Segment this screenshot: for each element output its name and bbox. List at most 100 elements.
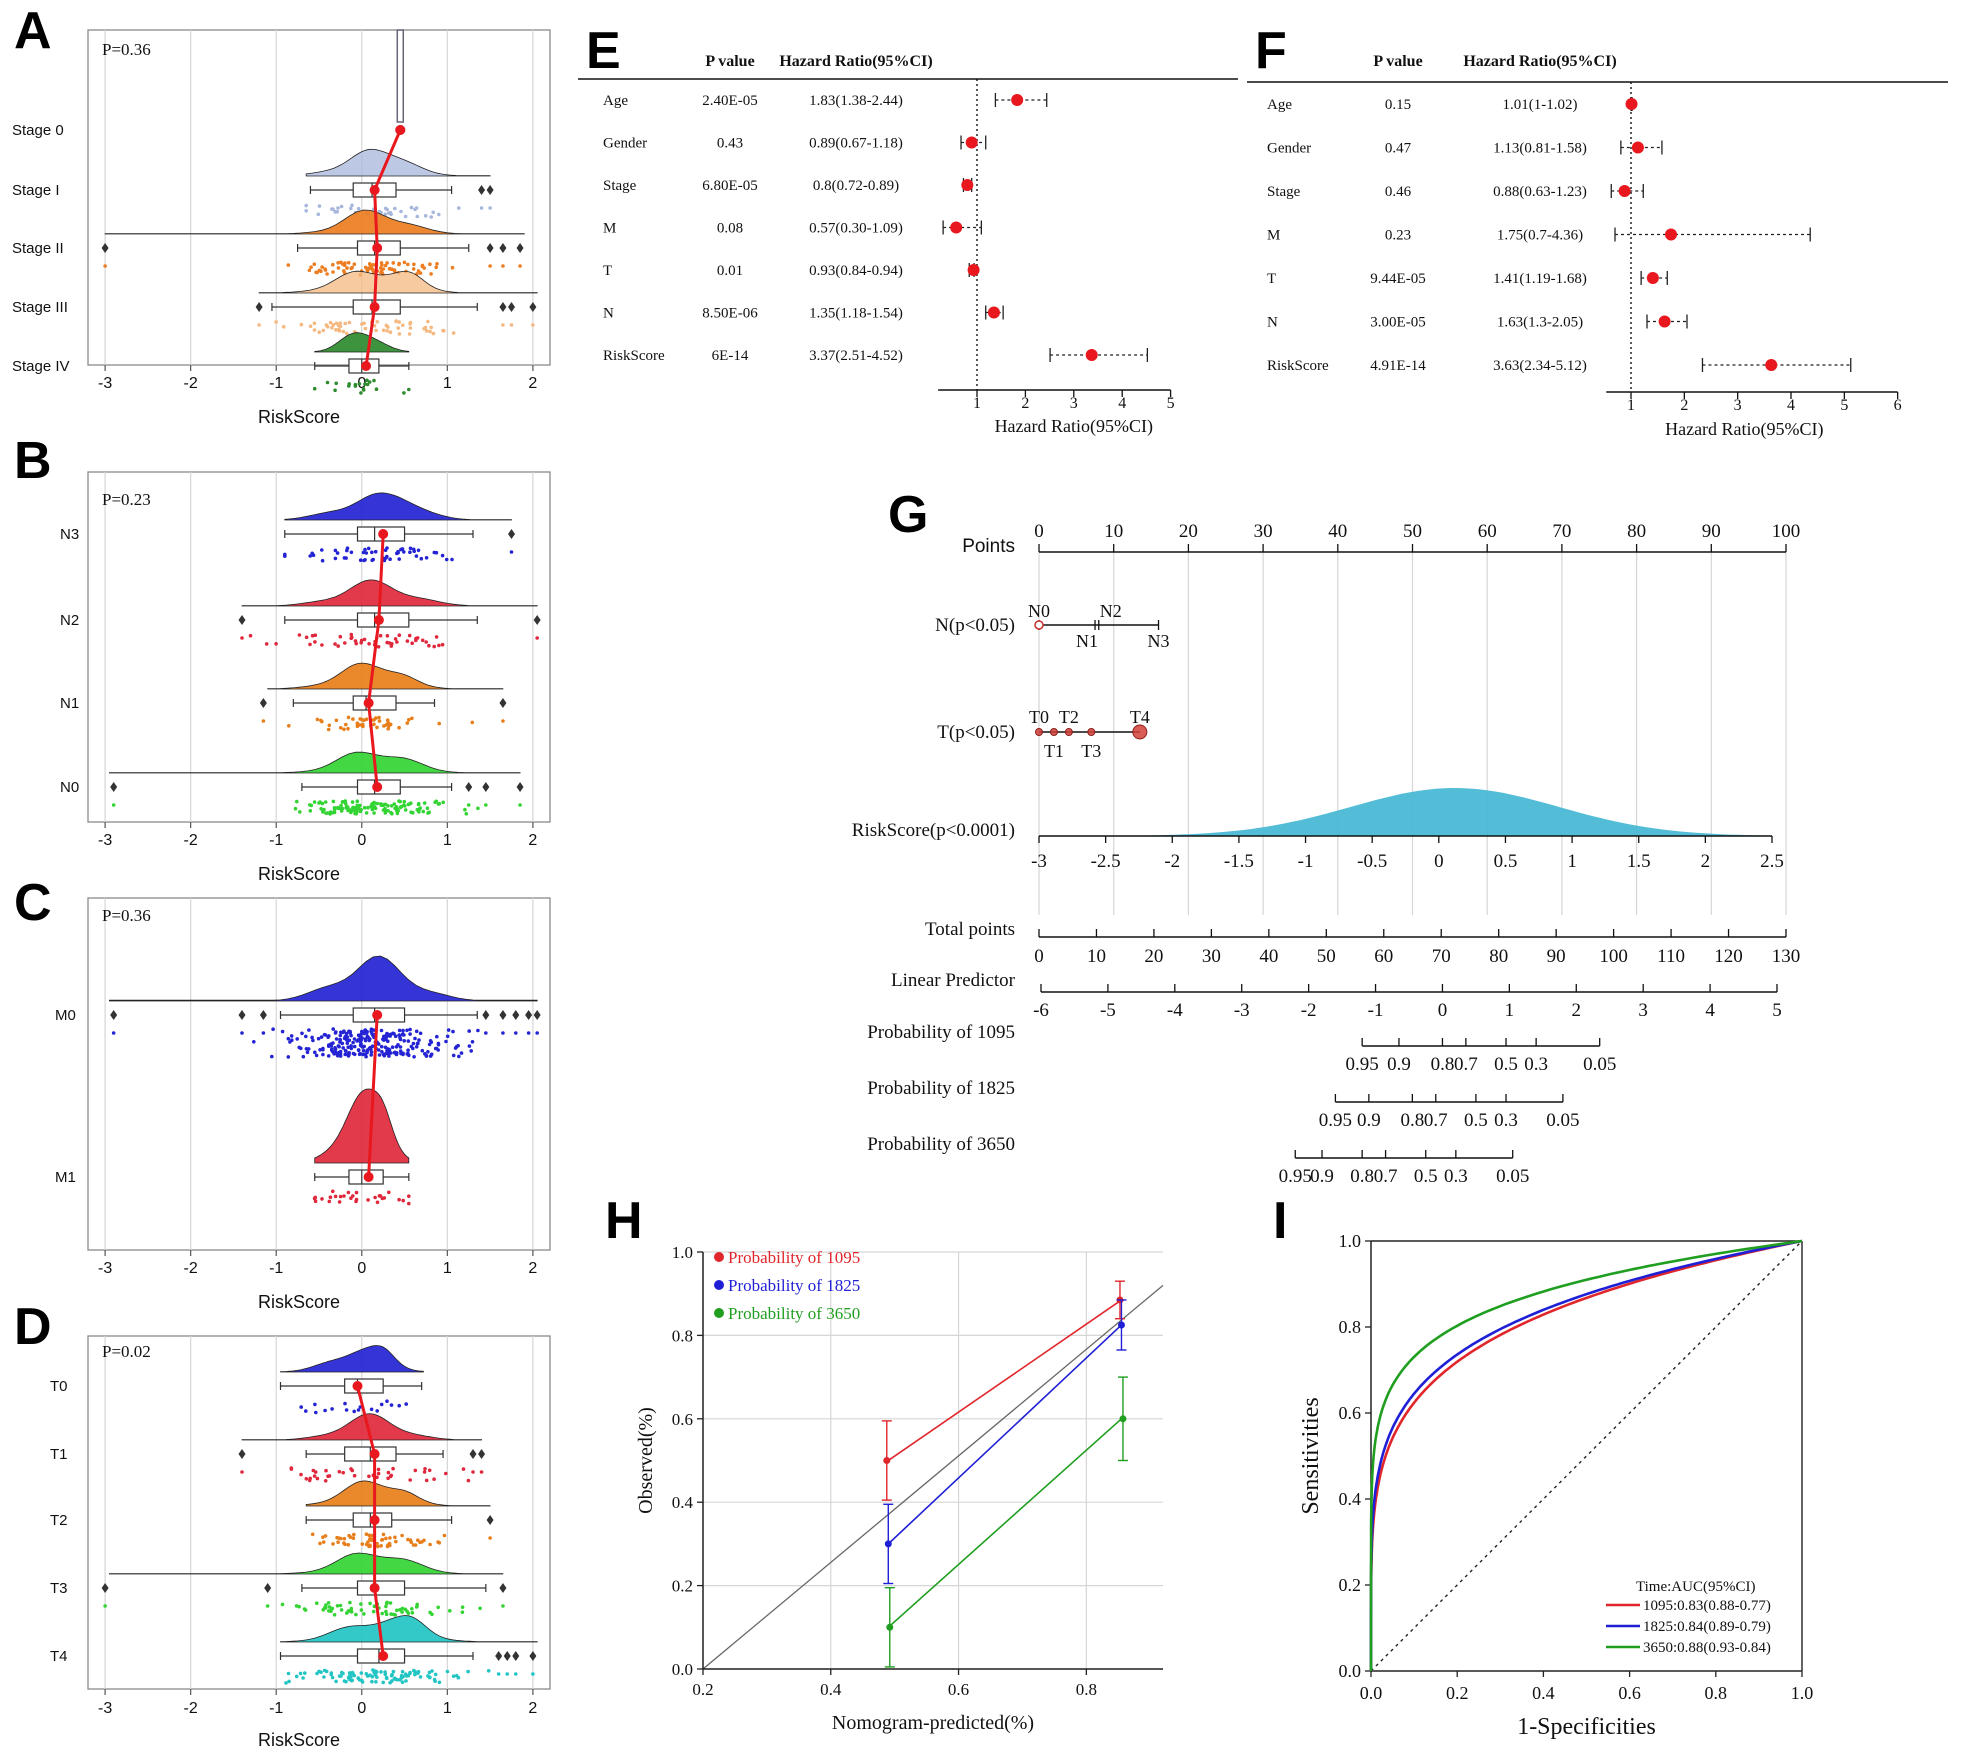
mean-point [395, 125, 406, 135]
data-point [433, 800, 438, 804]
mean-point [369, 1583, 380, 1593]
data-point [362, 637, 367, 642]
data-point [397, 332, 402, 336]
data-point [274, 642, 278, 646]
data-point [367, 642, 371, 646]
t-marker [1049, 728, 1058, 736]
group-label: Stage II [12, 240, 64, 257]
row-name: Gender [603, 136, 647, 152]
data-point [404, 1679, 408, 1683]
data-point [442, 329, 446, 333]
riskscore-tick-label: -1 [1298, 851, 1314, 872]
probability-tick-label: 0.3 [1494, 1110, 1518, 1131]
data-point [420, 638, 425, 643]
density-shape [305, 148, 491, 177]
data-point [402, 391, 406, 395]
data-point [476, 1028, 480, 1033]
data-point [431, 331, 436, 336]
data-point [437, 643, 441, 648]
legend-marker [714, 1280, 724, 1290]
data-point [397, 557, 402, 561]
y-tick-label: 1.0 [672, 1243, 693, 1262]
data-point [334, 381, 339, 386]
x-tick-label: 0 [357, 1260, 366, 1277]
data-point [384, 1609, 388, 1614]
data-point [339, 726, 343, 730]
data-point [352, 1473, 357, 1478]
x-tick-label: 1 [443, 1700, 452, 1717]
data-point [433, 1679, 437, 1683]
data-point [331, 262, 335, 267]
probability-scale-label: Probability of 3650 [867, 1134, 1015, 1155]
points-tick-label: 40 [1328, 521, 1347, 542]
data-point [349, 1046, 354, 1051]
row-name: M [603, 221, 616, 237]
legend-label: Probability of 1825 [728, 1276, 860, 1295]
x-tick-label: 0.4 [820, 1680, 842, 1699]
x-tick-label: 4 [1787, 397, 1795, 414]
data-point [326, 1601, 331, 1605]
data-point [354, 1612, 358, 1617]
x-tick-label: -3 [98, 375, 112, 392]
data-point [411, 1046, 415, 1051]
data-point [408, 1032, 412, 1036]
data-point [359, 1608, 364, 1612]
data-point [315, 1476, 320, 1481]
data-point [280, 1602, 285, 1607]
data-point [332, 1613, 337, 1617]
x-axis-label: Hazard Ratio(95%CI) [995, 416, 1153, 437]
data-point [388, 1536, 392, 1540]
points-tick-label: 10 [1104, 521, 1123, 542]
data-point [352, 262, 357, 267]
data-point [302, 1607, 307, 1611]
row-p-value: 2.40E-05 [702, 93, 757, 109]
data-point [460, 1610, 465, 1614]
points-tick-label: 60 [1478, 521, 1497, 542]
data-point [353, 384, 358, 388]
data-point [467, 1044, 472, 1048]
data-point [426, 1050, 430, 1054]
data-point [470, 720, 475, 725]
data-point [398, 1036, 402, 1040]
data-point [320, 1197, 324, 1201]
riskscore-variable-label: RiskScore(p<0.0001) [852, 820, 1015, 841]
outlier-point [503, 1651, 511, 1661]
data-point [385, 1399, 389, 1403]
points-tick-label: 30 [1254, 521, 1273, 542]
data-point [391, 1031, 395, 1036]
y-tick-label: 0.2 [672, 1577, 693, 1596]
density-shape [280, 1615, 538, 1643]
data-point [393, 637, 398, 641]
data-point [388, 267, 393, 271]
y-tick-label: 0.4 [1339, 1489, 1362, 1509]
outlier-point [259, 698, 267, 708]
t-level-label: T0 [1029, 707, 1049, 727]
box [344, 1378, 384, 1394]
data-point [376, 1042, 381, 1046]
hazard-ratio-point [1625, 98, 1638, 110]
hazard-ratio-point [967, 264, 980, 276]
data-point [378, 1194, 383, 1198]
forest-plot-f: P value Hazard Ratio(95%CI) Age 0.15 1.01(1-… [1247, 53, 1948, 440]
legend-label: 1095:0.83(0.88-0.77) [1643, 1598, 1771, 1614]
calibration-point [1119, 1415, 1127, 1423]
data-point [389, 1473, 394, 1478]
row-name: M [1267, 228, 1280, 244]
data-point [331, 207, 335, 211]
data-point [347, 320, 352, 325]
outlier-point [478, 1449, 486, 1459]
data-point [450, 557, 454, 562]
data-point [392, 1677, 397, 1681]
linear-predictor-tick-label: 0 [1438, 1000, 1448, 1021]
row-hazard-ratio: 1.01(1-1.02) [1503, 97, 1578, 113]
data-point [329, 1671, 334, 1675]
x-tick-label: 5 [1840, 397, 1848, 414]
data-point [357, 1052, 362, 1057]
data-point [415, 1041, 420, 1046]
outlier-point [486, 1515, 494, 1525]
points-tick-label: 20 [1179, 521, 1198, 542]
data-point [416, 548, 421, 553]
data-point [484, 1031, 488, 1035]
data-point [339, 1608, 344, 1612]
data-point [325, 380, 330, 385]
